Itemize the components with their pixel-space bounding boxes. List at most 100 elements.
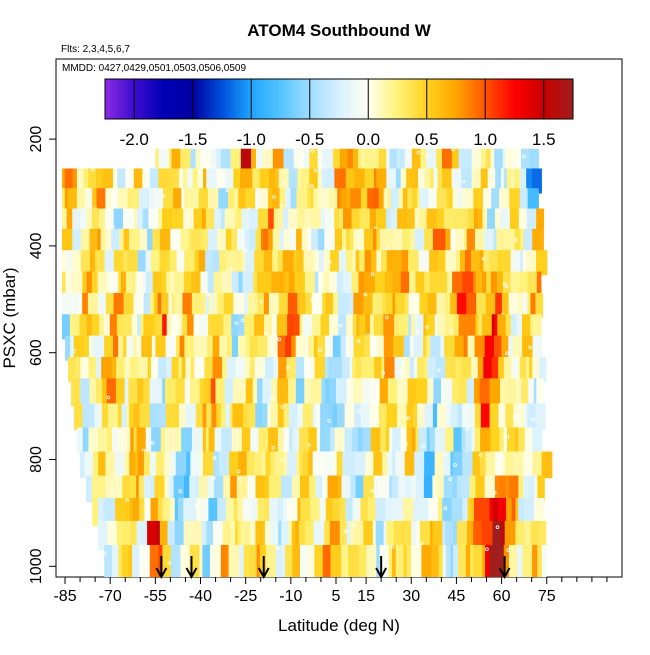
heatmap-cell xyxy=(494,148,504,173)
colorbar-swatch xyxy=(162,79,166,119)
heatmap-cell xyxy=(62,271,67,297)
heatmap-cell xyxy=(169,250,178,276)
colorbar-swatch xyxy=(331,79,335,119)
heatmap-layer-band xyxy=(62,208,545,235)
heatmap-cell xyxy=(214,208,222,235)
colorbar-swatch xyxy=(344,79,348,119)
heatmap-cell xyxy=(374,356,383,383)
sample-marker xyxy=(363,292,368,297)
heatmap-cell xyxy=(261,228,265,254)
heatmap-cell xyxy=(467,335,476,361)
heatmap-cell xyxy=(100,228,107,254)
heatmap-cell xyxy=(436,475,445,503)
heatmap-cell xyxy=(276,314,288,340)
heatmap-cell xyxy=(452,271,464,297)
heatmap-cell xyxy=(527,403,537,431)
heatmap-cell xyxy=(445,228,452,254)
heatmap-cell xyxy=(505,403,514,431)
heatmap-cell xyxy=(360,403,371,431)
sample-marker xyxy=(239,383,243,387)
heatmap-cell xyxy=(86,475,93,503)
heatmap-cell xyxy=(343,271,353,297)
heatmap-cell xyxy=(447,378,453,407)
heatmap-cell xyxy=(318,250,325,276)
heatmap-cell xyxy=(208,378,212,407)
heatmap-cell xyxy=(112,544,120,577)
colorbar-swatch xyxy=(177,79,181,119)
heatmap-cell xyxy=(414,451,425,479)
heatmap-cell xyxy=(474,427,481,455)
colorbar-swatch xyxy=(528,79,532,119)
heatmap-cell xyxy=(350,520,355,551)
heatmap-cell xyxy=(132,544,140,577)
sample-marker xyxy=(264,331,268,336)
heatmap-cell xyxy=(257,271,266,297)
colorbar-swatch xyxy=(463,79,467,119)
heatmap-cell xyxy=(485,292,496,318)
colorbar-swatch xyxy=(409,79,413,119)
heatmap-cell xyxy=(199,314,209,340)
colorbar-swatch xyxy=(315,79,319,119)
heatmap-cell xyxy=(205,208,215,235)
heatmap-cell xyxy=(295,520,300,551)
heatmap-cell xyxy=(334,168,343,194)
heatmap-cell xyxy=(386,403,398,431)
heatmap-cell xyxy=(345,335,351,361)
heatmap-cell xyxy=(184,188,194,213)
heatmap-cell xyxy=(64,188,69,213)
colorbar-swatch xyxy=(357,79,361,119)
heatmap-cell xyxy=(122,520,132,551)
heatmap-cell xyxy=(537,475,545,503)
heatmap-cell xyxy=(411,520,417,551)
heatmap-cell xyxy=(305,520,315,551)
heatmap-cell xyxy=(463,208,469,235)
heatmap-cell xyxy=(329,378,337,407)
heatmap-cell xyxy=(101,475,106,503)
heatmap-cell xyxy=(146,228,154,254)
heatmap-cell xyxy=(98,208,106,235)
heatmap-cell xyxy=(129,497,134,527)
heatmap-cell xyxy=(116,314,123,340)
heatmap-cell xyxy=(341,168,347,194)
heatmap-cell xyxy=(196,497,201,527)
heatmap-cell xyxy=(452,520,458,551)
colorbar-swatch xyxy=(144,79,147,119)
heatmap-cell xyxy=(261,451,267,479)
heatmap-cell xyxy=(165,427,176,455)
heatmap-layer-band xyxy=(98,520,547,551)
heatmap-cell xyxy=(389,148,398,173)
heatmap-cell xyxy=(74,403,84,431)
heatmap-cell xyxy=(364,148,369,173)
heatmap-cell xyxy=(294,271,306,297)
heatmap-cell xyxy=(370,427,382,455)
colorbar-labels: -2.0 -1.5 -1.0 -0.5 0.0 0.5 1.0 1.5 xyxy=(120,130,556,149)
heatmap-cell xyxy=(400,148,406,173)
heatmap-cell xyxy=(413,335,424,361)
heatmap-cell xyxy=(190,356,195,383)
heatmap-cell xyxy=(354,168,366,194)
heatmap-cell xyxy=(62,188,66,213)
heatmap-cell xyxy=(257,168,261,194)
heatmap-cell xyxy=(533,378,537,407)
heatmap-cell xyxy=(384,271,393,297)
colorbar-swatch xyxy=(526,79,530,119)
heatmap-cell xyxy=(105,451,116,479)
colorbar-swatch xyxy=(443,79,446,119)
heatmap-cell xyxy=(532,427,543,455)
heatmap-cell xyxy=(98,292,107,318)
colorbar-swatch xyxy=(185,79,189,119)
heatmap-cell xyxy=(430,520,434,551)
sample-marker xyxy=(271,445,276,450)
heatmap-cell xyxy=(396,148,401,173)
heatmap-cell xyxy=(308,335,315,361)
heatmap-cell xyxy=(143,451,151,479)
sample-marker xyxy=(381,371,386,375)
latitude-arrow xyxy=(155,556,168,580)
heatmap-cell xyxy=(240,520,252,551)
heatmap-cell xyxy=(352,451,357,479)
colorbar-swatch xyxy=(183,79,186,119)
heatmap-cell xyxy=(128,378,138,407)
heatmap-cell xyxy=(315,403,321,431)
heatmap-cell xyxy=(278,520,282,551)
heatmap-cell xyxy=(151,335,157,361)
